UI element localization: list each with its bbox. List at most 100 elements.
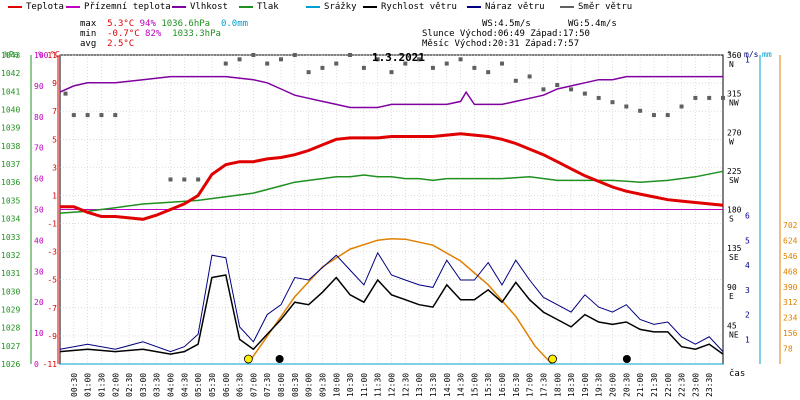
- pressure-tick-label: 1040: [1, 106, 20, 115]
- x-tick-label: 08:00: [277, 373, 286, 397]
- legend-swatch: [467, 6, 481, 8]
- humidity-tick-label: 50: [34, 206, 44, 215]
- wind-dir-point: [361, 65, 366, 70]
- solar-tick-label: 390: [783, 283, 798, 292]
- wind-dir-point: [99, 113, 104, 118]
- x-tick-label: 05:30: [208, 373, 217, 397]
- pressure-tick-label: 1037: [1, 160, 20, 169]
- legend-label: Náraz větru: [485, 2, 545, 12]
- wind-dir-point: [251, 53, 256, 57]
- wind-dir-point: [596, 95, 601, 100]
- x-tick-label: 16:30: [512, 373, 521, 397]
- x-tick-label: 20:30: [622, 373, 631, 397]
- temp-tick-label: 1: [52, 191, 57, 200]
- x-tick-label: 22:00: [664, 373, 673, 397]
- solar-tick-label: 468: [783, 267, 798, 276]
- legend-item-3: Tlak: [239, 2, 279, 12]
- moonset-marker: [275, 355, 284, 363]
- x-tick-label: 06:30: [236, 373, 245, 397]
- wind-dir-point: [444, 61, 449, 66]
- wind-dir-unit: °: [727, 50, 732, 59]
- x-tick-label: 04:00: [167, 373, 176, 397]
- rain-unit: mm: [762, 50, 772, 59]
- legend-swatch: [306, 6, 320, 8]
- temp-tick-label: -1: [47, 220, 57, 229]
- legend-item-4: Srážky: [306, 2, 357, 12]
- x-tick-label: 16:00: [498, 373, 507, 397]
- legend-item-1: Přízemní teplota: [66, 2, 171, 12]
- wind-dir-tick-label: 270: [727, 128, 742, 137]
- x-tick-label: 00:30: [70, 373, 79, 397]
- x-tick-label: 05:00: [194, 373, 203, 397]
- stats-wg: WG:5.4m/s: [568, 19, 617, 29]
- legend-item-7: Směr větru: [560, 2, 632, 12]
- legend-label: Tlak: [257, 2, 279, 12]
- wind-dir-point: [375, 57, 380, 62]
- x-tick-label: 15:30: [484, 373, 493, 397]
- x-tick-label: 12:00: [388, 373, 397, 397]
- legend-label: Teplota: [26, 2, 64, 12]
- solar-tick-label: 546: [783, 252, 798, 261]
- x-tick-label: 08:30: [291, 373, 300, 397]
- series-pressure-line: [59, 170, 724, 214]
- pressure-tick-label: 1029: [1, 305, 20, 314]
- solar-tick-label: 156: [783, 329, 798, 338]
- wind-dir-point: [486, 70, 491, 75]
- stats-max-label: max: [80, 19, 97, 29]
- wind-dir-point: [320, 65, 325, 70]
- wind-dir-point: [693, 95, 698, 100]
- pressure-tick-label: 1035: [1, 196, 20, 205]
- x-tick-label: 07:00: [249, 373, 258, 397]
- wind-dir-point: [651, 113, 656, 118]
- humidity-tick-label: 60: [34, 175, 44, 184]
- wind-dir-point: [279, 57, 283, 62]
- wind-dir-point: [417, 57, 422, 62]
- wind-dir-compass-label: NE: [729, 330, 739, 339]
- temp-tick-label: -5: [47, 276, 57, 285]
- legend-label: Srážky: [324, 2, 357, 12]
- wind-dir-tick-label: 45: [727, 321, 737, 330]
- temp-tick-label: 9: [52, 79, 57, 88]
- sunset-marker: [548, 354, 557, 364]
- x-tick-label: 21:30: [650, 373, 659, 397]
- x-tick-label: 23:00: [691, 373, 700, 397]
- x-tick-label: 18:30: [567, 373, 576, 397]
- wind-dir-tick-label: 90: [727, 283, 737, 292]
- x-tick-label: 17:00: [526, 373, 535, 397]
- wind-dir-point: [513, 78, 518, 83]
- wind-dir-point: [292, 53, 297, 57]
- temp-tick-label: -7: [47, 304, 57, 313]
- legend-label: Přízemní teplota: [84, 2, 171, 12]
- stats-min-label: min: [80, 29, 97, 39]
- x-tick-label: 02:30: [125, 373, 134, 397]
- temp-tick-label: 7: [52, 107, 57, 116]
- legend-label: Rychlost větru: [381, 2, 457, 12]
- wind-dir-compass-label: N: [729, 60, 734, 69]
- wind-dir-point: [624, 104, 629, 109]
- humidity-tick-label: 30: [34, 267, 44, 276]
- wind-dir-point: [182, 177, 187, 182]
- pressure-tick-label: 1028: [1, 324, 20, 333]
- moonrise-marker: [622, 355, 631, 363]
- x-tick-label: 10:30: [346, 373, 355, 397]
- series-solar-line: [247, 238, 553, 365]
- wind-dir-point: [63, 91, 68, 96]
- legend-swatch: [8, 6, 22, 8]
- x-tick-label: 10:00: [332, 373, 341, 397]
- wind-dir-tick-label: 135: [727, 244, 742, 253]
- pressure-tick-label: 1042: [1, 69, 20, 78]
- series-temperature-line: [60, 132, 724, 221]
- legend-label: Směr větru: [578, 2, 633, 12]
- temp-tick-label: -9: [47, 332, 57, 341]
- x-tick-label: 11:00: [360, 373, 369, 397]
- x-tick-label: 03:00: [139, 373, 148, 397]
- stats-avg-label: avg: [80, 39, 97, 49]
- stats-sun: Slunce Východ:06:49 Západ:17:50: [422, 29, 590, 39]
- wind-dir-point: [334, 61, 339, 66]
- legend-item-6: Náraz větru: [467, 2, 545, 12]
- wind-dir-point: [638, 108, 643, 113]
- wind-dir-tick-label: 360: [727, 51, 742, 60]
- wind-speed-tick-label: 2: [745, 311, 750, 320]
- legend-swatch: [172, 6, 186, 8]
- humidity-tick-label: 100: [34, 51, 49, 60]
